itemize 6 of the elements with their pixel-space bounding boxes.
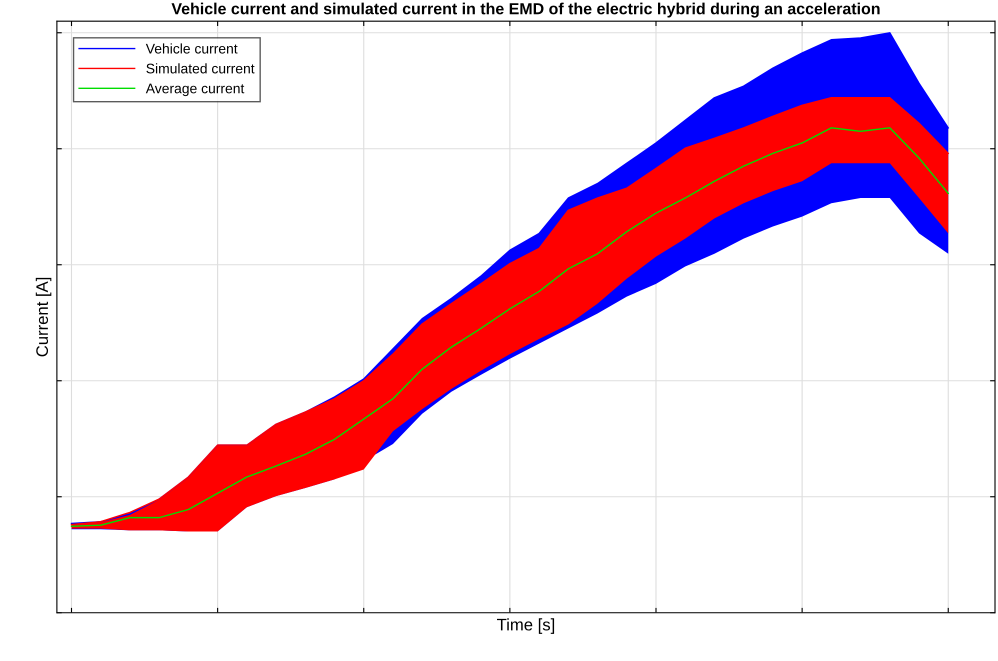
legend-label: Simulated current [146,63,255,74]
x-axis-title: Time [s] [497,618,554,634]
chart-title: Vehicle current and simulated current in the EMD of the electric hybrid during an acceleration [172,2,880,18]
y-axis-title: Current [A] [36,278,52,356]
legend-label: Average current [146,84,244,96]
legend-label: Vehicle current [146,43,238,54]
